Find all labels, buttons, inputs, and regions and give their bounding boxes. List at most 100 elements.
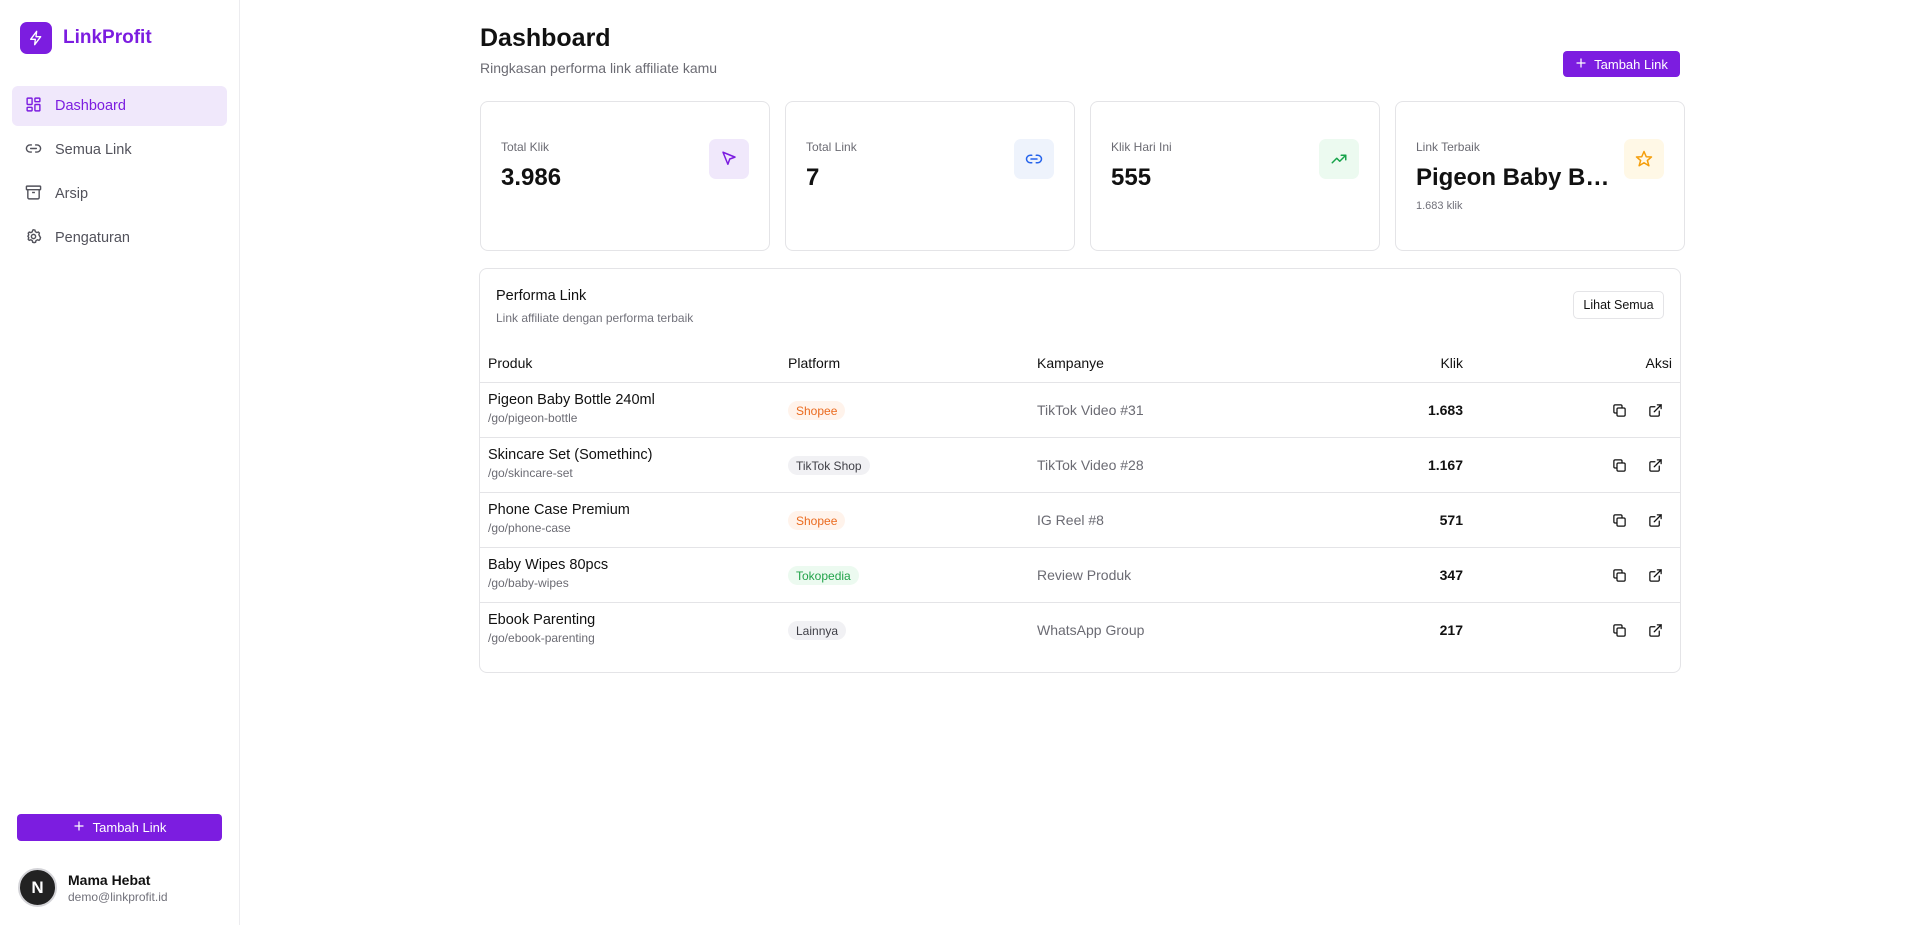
table-row: Phone Case Premium /go/phone-case Shopee… [480, 493, 1680, 548]
trending-up-icon [1319, 139, 1359, 179]
sidebar: LinkProfit Dashboard Semua Link Arsip Pe… [0, 0, 240, 925]
layout-grid-icon [25, 96, 42, 117]
sidebar-add-link-label: Tambah Link [92, 820, 167, 835]
sidebar-item-label: Arsip [55, 186, 89, 202]
add-link-label: Tambah Link [1594, 56, 1668, 72]
copy-icon[interactable] [1609, 565, 1629, 585]
copy-icon[interactable] [1609, 400, 1629, 420]
product-cell: Skincare Set (Somethinc) /go/skincare-se… [488, 447, 652, 480]
plus-icon [1575, 57, 1587, 72]
product-slug: /go/pigeon-bottle [488, 411, 578, 425]
see-all-button[interactable]: Lihat Semua [1573, 291, 1664, 319]
sidebar-item-semua-link[interactable]: Semua Link [12, 130, 227, 170]
stat-value: 3.986 [501, 164, 562, 191]
link-icon [1014, 139, 1054, 179]
clicks-cell: 1.167 [1427, 457, 1463, 473]
platform-badge: Shopee [788, 511, 846, 530]
product-cell: Phone Case Premium /go/phone-case [488, 502, 630, 535]
lightning-bolt-icon [20, 22, 52, 54]
sidebar-item-dashboard[interactable]: Dashboard [12, 86, 227, 126]
product-slug: /go/baby-wipes [488, 576, 569, 590]
sidebar-add-link-button[interactable]: Tambah Link [17, 814, 222, 841]
product-cell: Pigeon Baby Bottle 240ml /go/pigeon-bott… [488, 392, 655, 425]
stat-card-link-terbaik: Link Terbaik Pigeon Baby Bottle 240ml 1.… [1395, 101, 1685, 251]
column-header-product: Produk [488, 355, 533, 371]
column-header-campaign: Kampanye [1037, 355, 1104, 371]
table-row: Pigeon Baby Bottle 240ml /go/pigeon-bott… [480, 383, 1680, 438]
campaign-cell: WhatsApp Group [1037, 622, 1145, 638]
sidebar-item-arsip[interactable]: Arsip [12, 174, 227, 214]
star-icon [1624, 139, 1664, 179]
external-link-icon[interactable] [1645, 565, 1665, 585]
cursor-pointer-icon [709, 139, 749, 179]
avatar: N [18, 868, 57, 907]
brand-name: LinkProfit [63, 27, 152, 48]
gear-icon [25, 228, 42, 249]
page-title: Dashboard [480, 24, 611, 52]
stat-card-total-klik: Total Klik 3.986 [480, 101, 770, 251]
platform-badge: Lainnya [788, 621, 847, 640]
campaign-cell: Review Produk [1037, 567, 1132, 583]
add-link-button[interactable]: Tambah Link [1563, 51, 1680, 77]
table-header-divider [480, 382, 1680, 383]
product-name: Skincare Set (Somethinc) [488, 447, 653, 463]
stat-card-klik-hari-ini: Klik Hari Ini 555 [1090, 101, 1380, 251]
platform-badge: TikTok Shop [788, 456, 870, 475]
product-name: Pigeon Baby Bottle 240ml [488, 392, 655, 408]
sidebar-item-label: Dashboard [55, 98, 126, 114]
campaign-cell: TikTok Video #28 [1037, 457, 1144, 473]
sidebar-item-label: Semua Link [55, 142, 132, 158]
copy-icon[interactable] [1609, 620, 1629, 640]
product-slug: /go/skincare-set [488, 466, 573, 480]
column-header-actions: Aksi [1645, 355, 1672, 371]
platform-badge: Tokopedia [788, 566, 859, 585]
panel-subtitle: Link affiliate dengan performa terbaik [496, 311, 694, 325]
link-icon [25, 140, 42, 161]
table-row: Skincare Set (Somethinc) /go/skincare-se… [480, 438, 1680, 493]
clicks-cell: 1.683 [1427, 402, 1463, 418]
copy-icon[interactable] [1609, 510, 1629, 530]
user-name: Mama Hebat [68, 871, 151, 888]
archive-icon [25, 184, 42, 205]
product-slug: /go/ebook-parenting [488, 631, 595, 645]
platform-badge: Shopee [788, 401, 846, 420]
campaign-cell: TikTok Video #31 [1037, 402, 1144, 418]
performance-panel: Performa Link Link affiliate dengan perf… [479, 268, 1681, 673]
page-subtitle: Ringkasan performa link affiliate kamu [480, 60, 718, 76]
copy-icon[interactable] [1609, 455, 1629, 475]
product-name: Ebook Parenting [488, 612, 596, 628]
stat-sub: 1.683 klik [1416, 200, 1463, 212]
stat-label: Total Link [806, 140, 857, 154]
user-profile[interactable]: N Mama Hebat demo@linkprofit.id [18, 868, 168, 907]
stat-label: Klik Hari Ini [1111, 140, 1172, 154]
sidebar-item-label: Pengaturan [55, 230, 130, 246]
plus-icon [73, 820, 85, 835]
external-link-icon[interactable] [1645, 620, 1665, 640]
product-name: Phone Case Premium [488, 502, 630, 518]
stat-value: 555 [1111, 164, 1152, 191]
clicks-cell: 217 [1439, 622, 1463, 638]
stat-card-total-link: Total Link 7 [785, 101, 1075, 251]
panel-title: Performa Link [496, 288, 587, 304]
table-row: Baby Wipes 80pcs /go/baby-wipes Tokopedi… [480, 548, 1680, 603]
product-slug: /go/phone-case [488, 521, 571, 535]
clicks-cell: 571 [1439, 512, 1463, 528]
stat-label: Total Klik [501, 140, 550, 154]
table-row: Ebook Parenting /go/ebook-parenting Lain… [480, 603, 1680, 658]
stat-value: 7 [806, 164, 820, 191]
clicks-cell: 347 [1439, 567, 1463, 583]
column-header-clicks: Klik [1440, 355, 1463, 371]
external-link-icon[interactable] [1645, 455, 1665, 475]
stat-value: Pigeon Baby Bottle 240ml [1416, 164, 1621, 191]
user-email: demo@linkprofit.id [68, 889, 168, 904]
stat-label: Link Terbaik [1416, 140, 1480, 154]
brand[interactable]: LinkProfit [20, 22, 152, 54]
external-link-icon[interactable] [1645, 510, 1665, 530]
sidebar-item-pengaturan[interactable]: Pengaturan [12, 218, 227, 258]
external-link-icon[interactable] [1645, 400, 1665, 420]
column-header-platform: Platform [788, 355, 841, 371]
sidebar-nav: Dashboard Semua Link Arsip Pengaturan [12, 86, 227, 262]
product-cell: Baby Wipes 80pcs /go/baby-wipes [488, 557, 608, 590]
campaign-cell: IG Reel #8 [1037, 512, 1104, 528]
product-name: Baby Wipes 80pcs [488, 557, 609, 573]
